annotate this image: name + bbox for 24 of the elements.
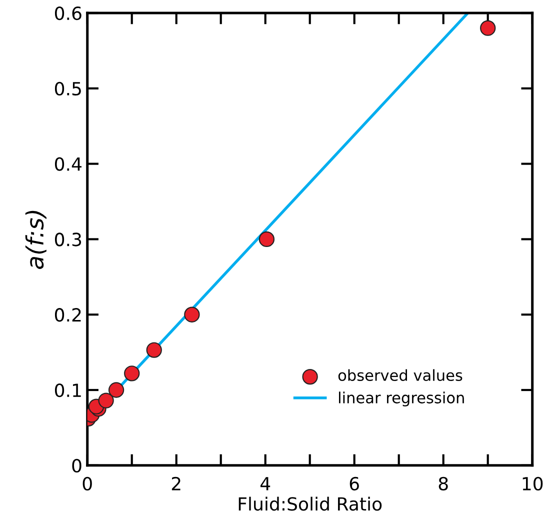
x-tick-label: 4 bbox=[260, 477, 270, 490]
x-tick-label: 10 bbox=[522, 476, 543, 490]
point bbox=[108, 382, 124, 398]
legend-label: observed values bbox=[338, 369, 462, 382]
y-tick-label: 0.3 bbox=[54, 232, 82, 246]
y-tick-label: 0.6 bbox=[54, 6, 82, 20]
legend-label: linear regression bbox=[339, 392, 464, 406]
y-tick-label: 0 bbox=[72, 458, 82, 473]
y-tick-label: 0.2 bbox=[54, 308, 81, 322]
x-tick-label: 2 bbox=[172, 476, 180, 490]
y-tick-label: 0.1 bbox=[54, 383, 81, 398]
x-tick-label: 8 bbox=[438, 476, 448, 490]
y-tick-label: 0.5 bbox=[54, 82, 81, 96]
point bbox=[258, 231, 275, 248]
point bbox=[98, 392, 114, 408]
point bbox=[480, 20, 496, 36]
point bbox=[124, 366, 140, 382]
x-tick-label: 6 bbox=[350, 476, 359, 490]
x-axis-title: Fluid:Solid Ratio bbox=[238, 496, 382, 511]
point bbox=[146, 342, 162, 358]
point bbox=[184, 306, 200, 322]
y-tick-label: 0.4 bbox=[54, 157, 82, 171]
y-axis-title: a(f:s) bbox=[25, 210, 46, 269]
x-tick-label: 0 bbox=[82, 476, 92, 490]
